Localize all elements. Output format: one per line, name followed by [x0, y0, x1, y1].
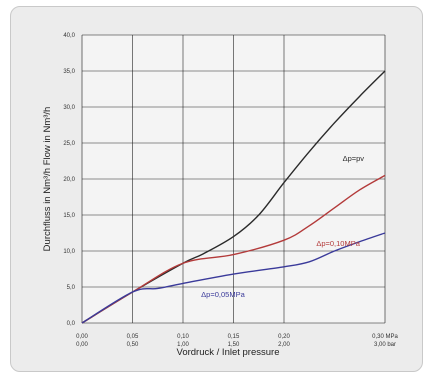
x-axis-label: Vordruck / Inlet pressure: [177, 347, 280, 358]
y-tick-label: 30,0: [63, 105, 75, 111]
y-tick-label: 35,0: [63, 69, 75, 75]
series-label-2: Δp=0,10MPa: [316, 239, 360, 248]
x-tick-label-mpa: 0,15: [228, 334, 240, 340]
y-tick-label: 20,0: [63, 177, 75, 183]
x-tick-labels: 0,00 0,00 0,05 0,50 0,10 1,00 0,15 1,50 0,20 2,00…: [76, 334, 398, 348]
y-axis-label: Durchfluss in Nm³/h Flow in Nm³/h: [42, 107, 53, 252]
y-tick-label: 40,0: [63, 33, 75, 39]
series-line-2: [81, 174, 386, 324]
y-tick-label: 25,0: [63, 141, 75, 147]
x-tick-label-bar: 0,00: [76, 342, 88, 348]
x-tick-label-mpa: 0,30 MPa: [372, 334, 398, 340]
x-tick-label-mpa: 0,00: [76, 334, 88, 340]
x-tick-label-bar: 1,50: [228, 342, 240, 348]
x-tick-label-bar: 3,00 bar: [374, 342, 396, 348]
series-label-3: Δp=0,05MPa: [201, 290, 245, 299]
grid-lines: [81, 34, 386, 324]
y-tick-label: 5,0: [67, 285, 76, 291]
x-tick-label-mpa: 0,10: [177, 334, 189, 340]
series-line-3: [81, 232, 386, 324]
series-line-1: [81, 70, 386, 324]
x-tick-label-bar: 0,50: [127, 342, 139, 348]
x-tick-label-mpa: 0,20: [278, 334, 290, 340]
y-tick-label: 0,0: [67, 321, 76, 327]
x-tick-label-bar: 1,00: [177, 342, 189, 348]
x-tick-label-mpa: 0,05: [127, 334, 139, 340]
series-labels: Δp=pv Δp=0,10MPa Δp=0,05MPa: [201, 154, 364, 299]
series-label-1: Δp=pv: [343, 154, 365, 163]
y-tick-labels: 0,0 5,0 10,0 15,0 20,0 25,0 30,0 35,0 40,0: [63, 33, 75, 327]
y-tick-label: 10,0: [63, 249, 75, 255]
series-lines: [81, 70, 386, 324]
x-tick-label-bar: 2,00: [278, 342, 290, 348]
y-tick-label: 15,0: [63, 213, 75, 219]
